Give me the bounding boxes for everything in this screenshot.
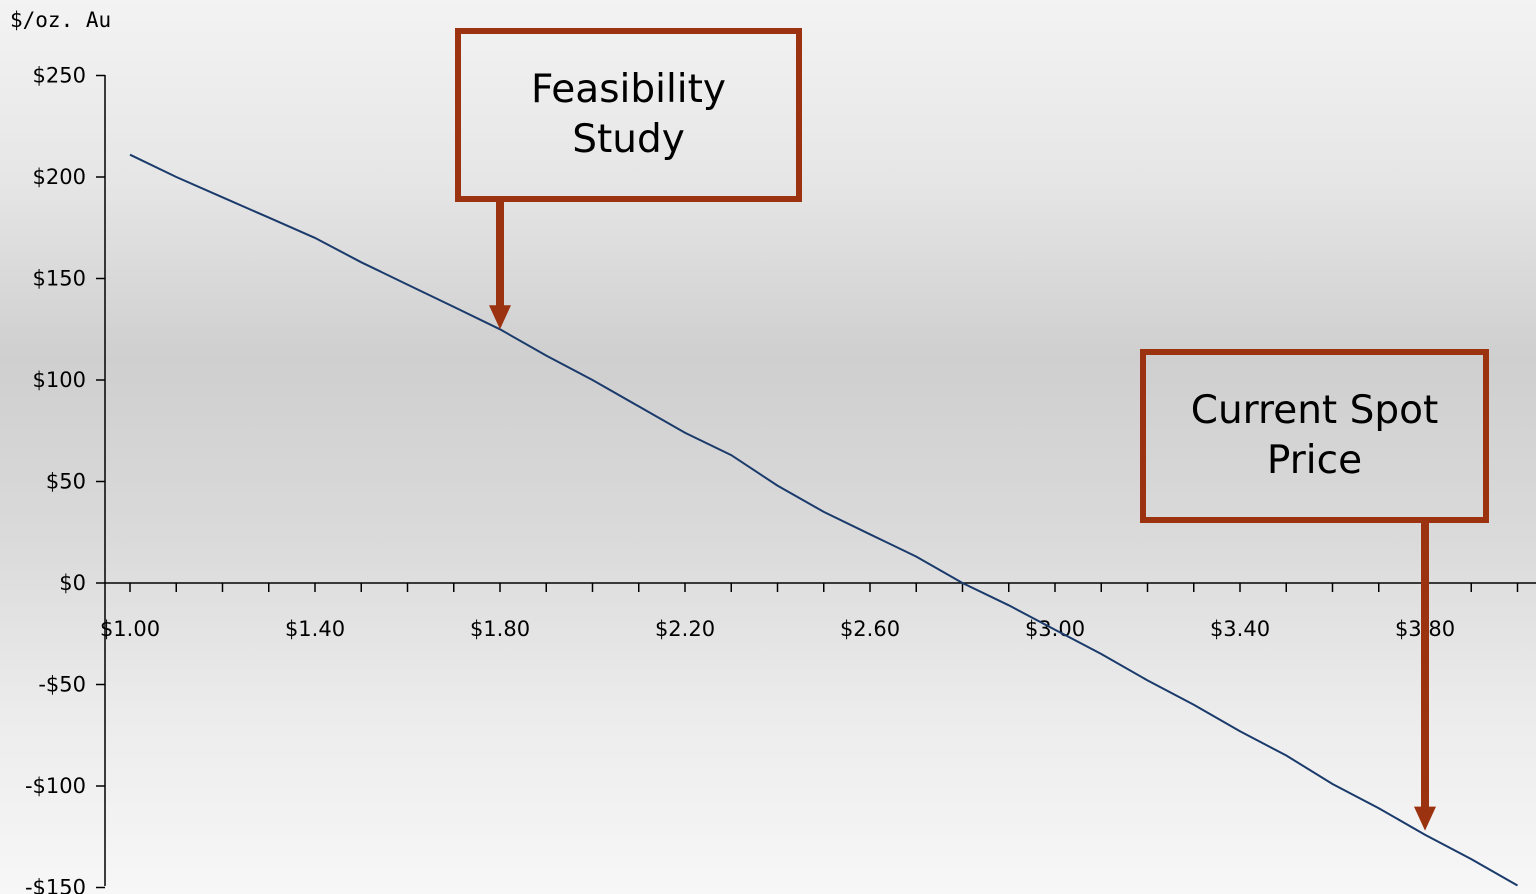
y-axis-title: $/oz. Au: [10, 8, 111, 32]
y-tick-label: -$150: [25, 876, 86, 894]
arrow-head: [489, 305, 511, 330]
y-tick-label: $100: [33, 368, 86, 392]
axes: $250 $200 $150 $100 $50 $0 -$50 -$100 -$150 $1.00…: [25, 64, 1536, 894]
current-spot-price-callout: Current Spot Price: [1140, 349, 1489, 523]
x-tick-label: $1.00: [100, 617, 160, 641]
series-line: [129, 153, 1518, 887]
x-tick-label: $2.20: [655, 617, 715, 641]
y-tick-label: $150: [33, 267, 86, 291]
feasibility-study-callout: Feasibility Study: [455, 28, 802, 202]
x-tick-label: $3.40: [1210, 617, 1270, 641]
y-tick-label: -$50: [38, 673, 86, 697]
series-group: [129, 153, 1518, 887]
annotation-arrows: [489, 202, 1436, 831]
y-tick-label: $0: [59, 571, 86, 595]
y-tick-label: $50: [46, 470, 86, 494]
x-tick-label: $2.60: [840, 617, 900, 641]
y-tick-label: -$100: [25, 774, 86, 798]
y-tick-label: $200: [33, 165, 86, 189]
x-tick-label: $1.80: [470, 617, 530, 641]
x-tick-label: $1.40: [285, 617, 345, 641]
arrow-head: [1414, 806, 1436, 831]
y-tick-label: $250: [33, 64, 86, 88]
